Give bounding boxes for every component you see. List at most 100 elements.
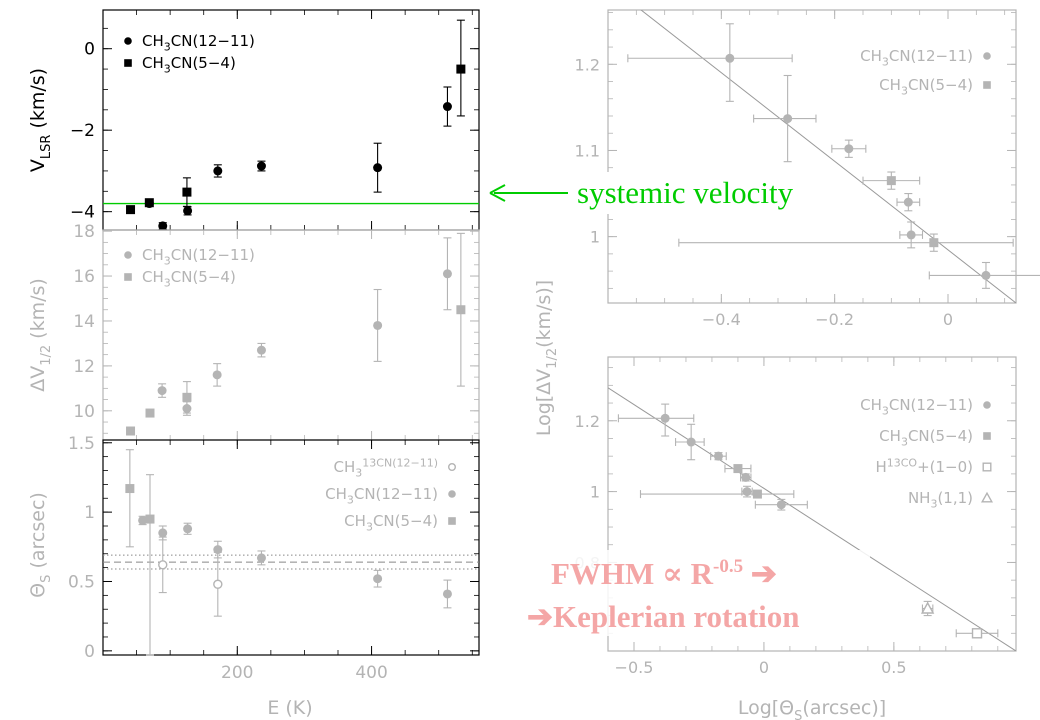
data-point bbox=[373, 320, 383, 330]
data-point bbox=[442, 102, 452, 112]
data-point bbox=[212, 370, 222, 380]
legend-entry: NH3​(1,1) bbox=[908, 489, 973, 511]
data-series bbox=[158, 536, 223, 617]
data-point bbox=[125, 484, 135, 494]
systemic-arrow-head-icon bbox=[489, 184, 506, 202]
y-tick-label: 14 bbox=[73, 312, 95, 332]
data-series bbox=[639, 464, 795, 499]
data-point bbox=[929, 238, 939, 248]
legend-entry: CH3​CN(5−4) bbox=[142, 268, 236, 290]
data-point bbox=[920, 601, 935, 614]
systemic-label-background bbox=[570, 172, 832, 214]
data-point bbox=[776, 500, 786, 510]
plot-frame bbox=[607, 9, 1017, 304]
data-point bbox=[733, 464, 743, 474]
x-axis-label: Log[ΘS(arcsec)] bbox=[738, 697, 886, 720]
data-point bbox=[442, 269, 452, 279]
legend-entry: CH3​CN(5−4) bbox=[879, 427, 973, 449]
data-point bbox=[660, 413, 670, 423]
data-point bbox=[971, 628, 983, 639]
data-point bbox=[983, 401, 991, 409]
legend-entry: CH3​13CN(12−11)​ bbox=[334, 456, 438, 479]
plot-frame bbox=[102, 439, 480, 656]
data-point bbox=[686, 437, 696, 447]
data-point bbox=[124, 59, 132, 67]
data-series bbox=[955, 628, 999, 639]
legend: CH3​CN(12−11)CH3​CN(5−4) bbox=[860, 47, 991, 98]
y-tick-label: 10 bbox=[73, 402, 95, 422]
data-point bbox=[126, 426, 136, 436]
data-series bbox=[678, 171, 1014, 252]
data-point bbox=[983, 52, 991, 60]
data-point bbox=[182, 392, 192, 402]
y-tick-label: 1.2 bbox=[575, 412, 600, 431]
data-point bbox=[157, 386, 167, 396]
legend-entry: CH3​CN(12−11) bbox=[142, 246, 255, 268]
y-tick-label: 18 bbox=[73, 222, 95, 242]
data-point bbox=[981, 270, 991, 280]
legend: CH3​CN(12−11)CH3​CN(5−4) bbox=[124, 246, 255, 290]
data-series bbox=[617, 403, 808, 511]
fit-line bbox=[608, 387, 1016, 651]
legend-entry: CH3​CN(12−11) bbox=[142, 32, 255, 54]
data-point bbox=[213, 579, 223, 589]
legend: CH3​CN(12−11)CH3​CN(5−4) bbox=[124, 32, 255, 76]
data-point bbox=[373, 163, 383, 173]
data-point bbox=[906, 230, 916, 240]
keplerian-label-background bbox=[540, 550, 870, 636]
data-point bbox=[256, 161, 266, 171]
data-series bbox=[126, 177, 192, 215]
x-tick-label: 200 bbox=[221, 663, 253, 683]
y-tick-label: −4 bbox=[70, 203, 95, 223]
data-point bbox=[124, 37, 132, 45]
fwhm-label: FWHM ∝ R-0.5 ➔ bbox=[551, 556, 777, 591]
y-tick-label: 0.5 bbox=[68, 572, 95, 592]
data-point bbox=[158, 221, 168, 231]
y-tick-label: 1 bbox=[84, 503, 95, 523]
data-point bbox=[442, 589, 452, 599]
vlsr-panel: 0 −2 −4 CH3​CN(12−11)CH3​CN(5−4) VLSR (km/s) bbox=[27, 9, 480, 231]
x-tick-label: −0.5 bbox=[615, 658, 654, 677]
data-point bbox=[982, 462, 992, 472]
log-linewidth-vs-size-top-panel: 1 1.1 1.2 −0.4 −0.2 0 CH3​CN(12−11) CH3​CN(5−4) bbox=[575, 9, 1040, 329]
data-point bbox=[886, 176, 896, 186]
x-tick-label: 0.5 bbox=[881, 658, 906, 677]
data-point bbox=[124, 273, 132, 281]
data-point bbox=[742, 487, 752, 497]
data-point bbox=[213, 545, 223, 555]
data-point bbox=[256, 553, 266, 563]
y-axis-label: ΔV1/2 (km/s) bbox=[27, 278, 54, 392]
data-point bbox=[373, 574, 383, 584]
fit-line bbox=[640, 10, 1016, 303]
y-tick-label: −2 bbox=[70, 121, 95, 141]
y-tick-label: 1.2 bbox=[575, 55, 600, 74]
log-linewidth-vs-size-bottom-panel: 0.811.2−0.500.5CH3​CN(12−11)CH3​CN(5−4)H… bbox=[533, 280, 1017, 720]
data-point bbox=[124, 251, 132, 259]
data-point bbox=[456, 305, 466, 315]
keplerian-label: ➔Keplerian rotation bbox=[527, 599, 800, 634]
y-tick-label: 0 bbox=[84, 642, 95, 662]
data-point bbox=[983, 432, 991, 440]
y-tick-label: 0 bbox=[84, 40, 95, 60]
data-series bbox=[157, 237, 452, 416]
data-series bbox=[920, 600, 935, 617]
data-point bbox=[183, 206, 193, 216]
data-point bbox=[145, 408, 155, 418]
x-tick-label: 0 bbox=[943, 310, 953, 329]
data-point bbox=[158, 560, 168, 570]
x-tick-label: −0.4 bbox=[702, 310, 741, 329]
keplerian-annotation: FWHM ∝ R-0.5 ➔ ➔Keplerian rotation bbox=[527, 550, 870, 636]
legend-entry: CH3​CN(5−4) bbox=[879, 76, 973, 98]
data-series bbox=[125, 449, 155, 656]
data-point bbox=[725, 53, 735, 63]
systemic-velocity-label: systemic velocity bbox=[577, 175, 794, 210]
data-series bbox=[138, 515, 452, 609]
plot-frame bbox=[607, 356, 1017, 652]
data-point bbox=[213, 166, 223, 176]
data-point bbox=[448, 490, 456, 498]
data-series bbox=[456, 19, 466, 117]
data-point bbox=[183, 524, 193, 534]
keplerian-arrow-icon: ➔ bbox=[527, 599, 553, 634]
data-point bbox=[448, 517, 456, 525]
data-point bbox=[456, 64, 466, 74]
